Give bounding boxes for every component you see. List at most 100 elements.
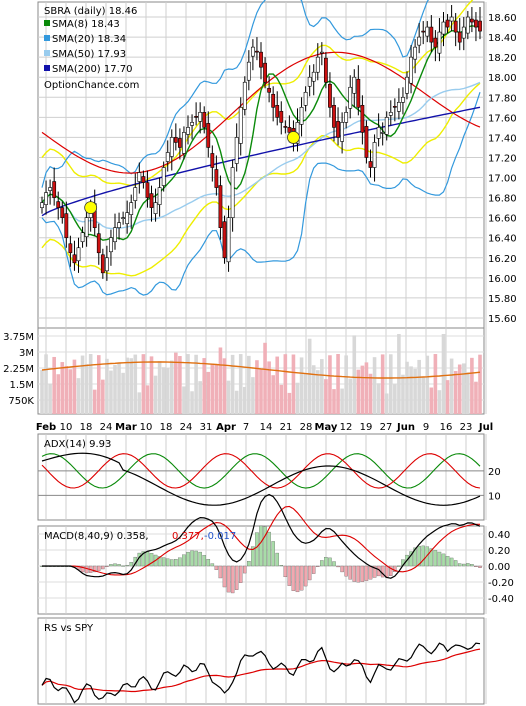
- candle-body: [153, 202, 158, 214]
- volume-bar: [413, 368, 417, 414]
- volume-bar: [44, 354, 48, 414]
- volume-bar: [129, 358, 134, 414]
- price-tick-label: 16.80: [488, 194, 517, 205]
- candle-body: [177, 138, 182, 148]
- adx-minus-di-line: [41, 453, 481, 489]
- volume-bar: [68, 369, 73, 414]
- candle-body: [271, 93, 276, 108]
- macd-histogram-bar: [141, 551, 146, 567]
- macd-histogram-bar: [470, 564, 474, 567]
- volume-bar: [238, 354, 243, 414]
- volume-bar: [303, 373, 308, 414]
- candle-body: [72, 254, 77, 264]
- candle-body: [117, 222, 121, 228]
- volume-bar: [76, 378, 81, 414]
- candle-body: [405, 76, 409, 94]
- candle-body: [453, 20, 458, 33]
- candle-body: [104, 257, 109, 272]
- chart-title: SBRA (daily) 18.46: [44, 6, 137, 17]
- candle-body: [384, 117, 389, 135]
- x-tick-label: Apr: [216, 422, 236, 433]
- volume-bar: [388, 354, 393, 414]
- rs-title: RS vs SPY: [44, 623, 94, 634]
- volume-bar: [429, 387, 434, 414]
- x-tick-label: 21: [280, 422, 293, 433]
- volume-bar: [230, 354, 235, 414]
- macd-histogram-bar: [372, 565, 377, 578]
- macd-histogram-bar: [174, 559, 178, 567]
- volume-tick-label: 750K: [8, 396, 34, 407]
- macd-histogram-bar: [170, 559, 174, 567]
- macd-histogram-bar: [332, 561, 336, 567]
- macd-histogram-bar: [364, 565, 369, 581]
- candle-body: [429, 26, 434, 43]
- macd-histogram-bar: [445, 556, 450, 567]
- volume-bar: [145, 385, 150, 414]
- volume-bar: [149, 356, 154, 414]
- macd-histogram-bar: [462, 563, 466, 567]
- macd-histogram-bar: [259, 525, 263, 567]
- macd-histogram-bar: [417, 545, 421, 567]
- candle-body: [360, 105, 365, 133]
- price-tick-label: 16.60: [488, 214, 517, 225]
- volume-bar: [368, 373, 373, 414]
- candle-body: [141, 176, 146, 183]
- volume-bar: [352, 335, 357, 414]
- volume-bar: [364, 362, 369, 414]
- macd-histogram-bar: [238, 565, 243, 583]
- volume-bar: [348, 378, 353, 414]
- volume-bar: [461, 363, 466, 414]
- macd-histogram-bar: [316, 565, 320, 567]
- candle-body: [161, 167, 166, 186]
- macd-histogram-bar: [214, 565, 219, 570]
- macd-histogram-bar: [437, 551, 442, 567]
- price-legend: SBRA (daily) 18.46 SMA(8) 18.43 SMA(20) …: [44, 6, 139, 91]
- volume-bar: [437, 390, 442, 414]
- price-tick-label: 17.80: [488, 93, 517, 104]
- candle-body: [133, 187, 138, 201]
- volume-bar: [295, 382, 300, 414]
- x-tick-label: 18: [160, 422, 173, 433]
- volume-bar: [84, 364, 89, 414]
- candle-body: [145, 182, 150, 198]
- macd-histogram-bar: [478, 565, 482, 568]
- candle-body: [100, 254, 105, 274]
- candle-body: [165, 152, 170, 162]
- adx-plus-di-line: [41, 453, 481, 489]
- price-tick-label: 17.00: [488, 174, 517, 185]
- candle-body: [84, 217, 89, 238]
- macd-histogram-bar: [336, 565, 340, 568]
- candle-body: [137, 172, 142, 182]
- event-marker: [287, 131, 300, 144]
- volume-bar: [255, 360, 259, 414]
- volume-bar: [121, 372, 125, 414]
- macd-histogram-bar: [429, 548, 434, 567]
- candle-body: [328, 83, 332, 108]
- candle-body: [348, 86, 353, 109]
- legend-sma8: SMA(8) 18.43: [52, 19, 120, 30]
- volume-bar: [105, 358, 109, 414]
- price-tick-label: 15.60: [488, 314, 517, 325]
- x-tick-label: 31: [200, 422, 213, 433]
- volume-bar: [247, 355, 251, 414]
- candle-body: [121, 217, 126, 219]
- price-tick-label: 18.00: [488, 73, 517, 84]
- macd-histogram-bar: [303, 565, 308, 587]
- price-tick-label: 18.20: [488, 53, 517, 64]
- macd-histogram-bar: [210, 563, 215, 567]
- candle-body: [186, 127, 190, 135]
- candles: [40, 5, 482, 281]
- candle-body: [409, 56, 413, 84]
- macd-histogram-bar: [230, 565, 235, 594]
- candle-body: [206, 123, 211, 148]
- price-tick-label: 18.60: [488, 13, 517, 24]
- candle-body: [234, 137, 239, 164]
- legend-swatch-sma50: [44, 50, 50, 56]
- candle-body: [202, 112, 207, 128]
- x-tick-label: 24: [100, 422, 113, 433]
- macd-histogram-bar: [457, 563, 462, 567]
- volume-bar: [393, 384, 397, 414]
- volume-bar: [157, 361, 162, 414]
